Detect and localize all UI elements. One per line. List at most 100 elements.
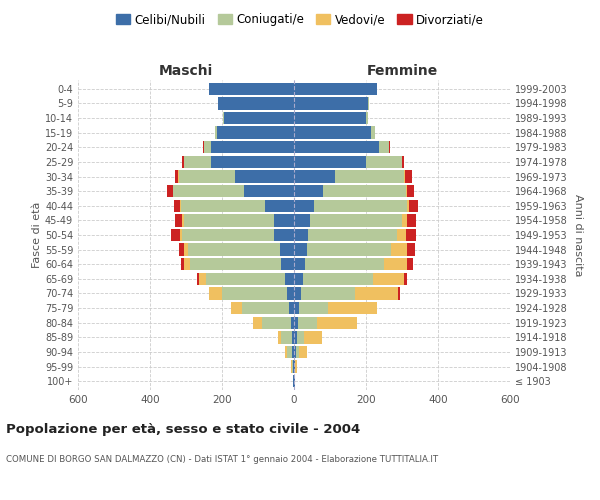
Bar [398, 288, 400, 300]
Bar [184, 156, 211, 168]
Y-axis label: Anni di nascita: Anni di nascita [573, 194, 583, 276]
Bar [274, 229, 294, 241]
Bar [197, 272, 199, 285]
Bar [407, 185, 414, 198]
Bar [294, 302, 299, 314]
Bar [203, 141, 204, 154]
Bar [294, 316, 298, 329]
Bar [278, 331, 281, 344]
Text: Femmine: Femmine [367, 64, 437, 78]
Bar [294, 346, 296, 358]
Bar [301, 288, 355, 300]
Bar [184, 244, 188, 256]
Bar [404, 170, 412, 182]
Bar [179, 229, 182, 241]
Bar [211, 141, 294, 154]
Bar [355, 288, 398, 300]
Bar [182, 229, 274, 241]
Bar [294, 229, 308, 241]
Bar [317, 316, 357, 329]
Bar [294, 170, 335, 182]
Bar [265, 200, 294, 212]
Bar [274, 214, 294, 226]
Bar [204, 141, 211, 154]
Bar [299, 346, 307, 358]
Bar [182, 214, 184, 226]
Bar [184, 258, 190, 270]
Bar [244, 185, 294, 198]
Bar [291, 316, 294, 329]
Bar [292, 346, 294, 358]
Bar [409, 200, 418, 212]
Bar [223, 112, 224, 124]
Bar [211, 156, 294, 168]
Bar [285, 272, 294, 285]
Bar [206, 272, 285, 285]
Bar [335, 170, 404, 182]
Bar [174, 200, 179, 212]
Bar [389, 141, 390, 154]
Bar [199, 272, 206, 285]
Bar [294, 360, 295, 373]
Bar [182, 156, 184, 168]
Bar [170, 229, 179, 241]
Bar [181, 258, 184, 270]
Bar [179, 244, 184, 256]
Bar [294, 112, 366, 124]
Bar [296, 346, 299, 358]
Bar [209, 82, 294, 95]
Bar [297, 331, 304, 344]
Bar [289, 302, 294, 314]
Bar [292, 331, 294, 344]
Bar [209, 288, 222, 300]
Bar [323, 185, 406, 198]
Bar [294, 331, 297, 344]
Bar [304, 331, 322, 344]
Bar [224, 112, 294, 124]
Bar [407, 244, 415, 256]
Bar [294, 126, 371, 139]
Bar [314, 200, 407, 212]
Bar [397, 229, 406, 241]
Bar [292, 360, 293, 373]
Bar [215, 126, 217, 139]
Bar [391, 244, 407, 256]
Bar [299, 302, 328, 314]
Bar [406, 185, 407, 198]
Bar [371, 126, 375, 139]
Bar [407, 200, 409, 212]
Bar [294, 288, 301, 300]
Bar [262, 316, 291, 329]
Bar [217, 126, 294, 139]
Bar [280, 244, 294, 256]
Bar [303, 272, 373, 285]
Legend: Celibi/Nubili, Coniugati/e, Vedovi/e, Divorziati/e: Celibi/Nubili, Coniugati/e, Vedovi/e, Di… [111, 8, 489, 31]
Bar [184, 214, 274, 226]
Bar [294, 258, 305, 270]
Bar [379, 141, 389, 154]
Bar [222, 288, 287, 300]
Bar [366, 112, 368, 124]
Bar [293, 360, 294, 373]
Bar [294, 244, 307, 256]
Bar [305, 258, 384, 270]
Bar [287, 288, 294, 300]
Bar [293, 375, 294, 388]
Bar [310, 214, 402, 226]
Bar [294, 272, 303, 285]
Bar [253, 316, 262, 329]
Bar [307, 244, 391, 256]
Bar [173, 185, 244, 198]
Bar [287, 346, 292, 358]
Bar [298, 316, 317, 329]
Bar [188, 244, 280, 256]
Y-axis label: Fasce di età: Fasce di età [32, 202, 42, 268]
Bar [407, 258, 413, 270]
Bar [384, 258, 407, 270]
Bar [218, 97, 294, 110]
Bar [242, 302, 289, 314]
Bar [231, 302, 242, 314]
Text: Maschi: Maschi [159, 64, 213, 78]
Bar [403, 156, 404, 168]
Bar [179, 170, 235, 182]
